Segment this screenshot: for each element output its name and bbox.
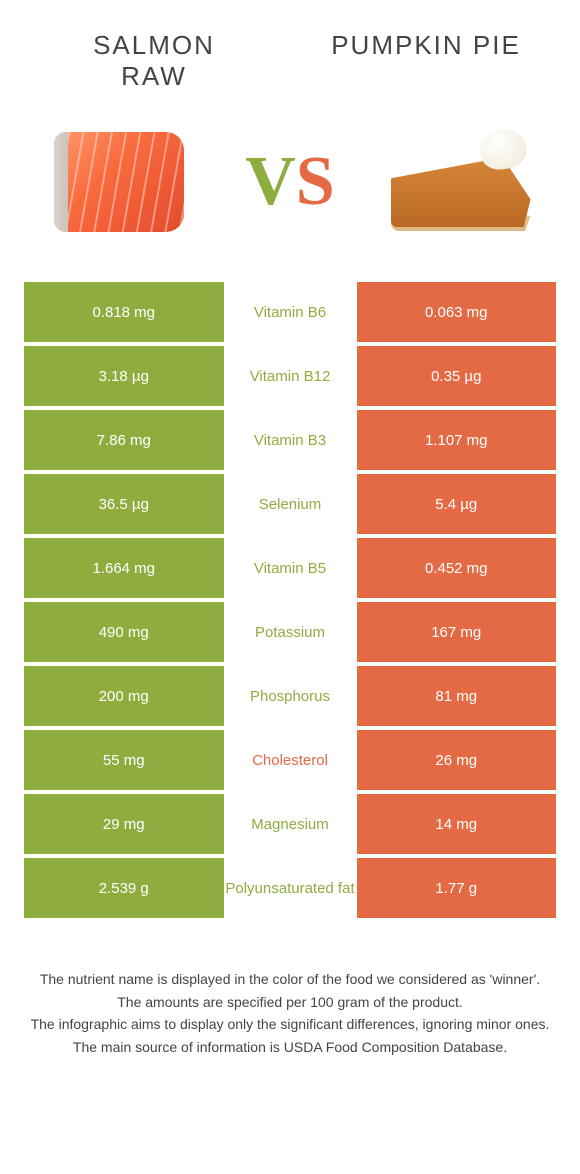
nutrient-table: 0.818 mgVitamin B60.063 mg3.18 µgVitamin… xyxy=(24,282,556,918)
footer-note-line: The infographic aims to display only the… xyxy=(24,1013,556,1035)
right-value-cell: 1.77 g xyxy=(357,858,557,918)
table-row: 490 mgPotassium167 mg xyxy=(24,602,556,662)
right-value-cell: 26 mg xyxy=(357,730,557,790)
right-value-cell: 0.452 mg xyxy=(357,538,557,598)
pumpkin-pie-icon xyxy=(386,127,536,237)
left-value-cell: 3.18 µg xyxy=(24,346,224,406)
footer-note-line: The amounts are specified per 100 gram o… xyxy=(24,991,556,1013)
nutrient-label-cell: Vitamin B12 xyxy=(224,346,357,406)
table-row: 200 mgPhosphorus81 mg xyxy=(24,666,556,726)
nutrient-label-cell: Phosphorus xyxy=(224,666,357,726)
nutrient-label-cell: Selenium xyxy=(224,474,357,534)
vs-s: S xyxy=(296,143,335,220)
footer-notes: The nutrient name is displayed in the co… xyxy=(24,968,556,1058)
right-value-cell: 167 mg xyxy=(357,602,557,662)
nutrient-table-body: 0.818 mgVitamin B60.063 mg3.18 µgVitamin… xyxy=(24,282,556,918)
left-value-cell: 29 mg xyxy=(24,794,224,854)
vs-label: VS xyxy=(245,142,335,222)
left-value-cell: 7.86 mg xyxy=(24,410,224,470)
table-row: 29 mgMagnesium14 mg xyxy=(24,794,556,854)
vs-v: V xyxy=(245,143,296,220)
left-value-cell: 0.818 mg xyxy=(24,282,224,342)
table-row: 1.664 mgVitamin B50.452 mg xyxy=(24,538,556,598)
left-value-cell: 2.539 g xyxy=(24,858,224,918)
footer-note-line: The main source of information is USDA F… xyxy=(24,1036,556,1058)
table-row: 7.86 mgVitamin B31.107 mg xyxy=(24,410,556,470)
right-value-cell: 0.35 µg xyxy=(357,346,557,406)
right-food-title: PUMPKIN PIE xyxy=(326,30,526,61)
left-value-cell: 490 mg xyxy=(24,602,224,662)
right-value-cell: 5.4 µg xyxy=(357,474,557,534)
left-value-cell: 1.664 mg xyxy=(24,538,224,598)
nutrient-label-cell: Cholesterol xyxy=(224,730,357,790)
right-value-cell: 14 mg xyxy=(357,794,557,854)
salmon-icon xyxy=(54,132,184,232)
nutrient-label-cell: Potassium xyxy=(224,602,357,662)
table-row: 3.18 µgVitamin B120.35 µg xyxy=(24,346,556,406)
left-value-cell: 55 mg xyxy=(24,730,224,790)
table-row: 2.539 gPolyunsaturated fat1.77 g xyxy=(24,858,556,918)
left-food-title: SALMON RAW xyxy=(54,30,254,92)
right-value-cell: 0.063 mg xyxy=(357,282,557,342)
titles-row: SALMON RAW PUMPKIN PIE xyxy=(24,20,556,122)
nutrient-label-cell: Vitamin B5 xyxy=(224,538,357,598)
nutrient-label-cell: Vitamin B6 xyxy=(224,282,357,342)
right-value-cell: 1.107 mg xyxy=(357,410,557,470)
footer-note-line: The nutrient name is displayed in the co… xyxy=(24,968,556,990)
table-row: 0.818 mgVitamin B60.063 mg xyxy=(24,282,556,342)
nutrient-label-cell: Magnesium xyxy=(224,794,357,854)
left-food-image xyxy=(44,122,194,242)
nutrient-label-cell: Vitamin B3 xyxy=(224,410,357,470)
nutrient-label-cell: Polyunsaturated fat xyxy=(224,858,357,918)
left-value-cell: 200 mg xyxy=(24,666,224,726)
table-row: 55 mgCholesterol26 mg xyxy=(24,730,556,790)
left-value-cell: 36.5 µg xyxy=(24,474,224,534)
table-row: 36.5 µgSelenium5.4 µg xyxy=(24,474,556,534)
vs-row: VS xyxy=(24,122,556,242)
right-food-image xyxy=(386,122,536,242)
right-value-cell: 81 mg xyxy=(357,666,557,726)
